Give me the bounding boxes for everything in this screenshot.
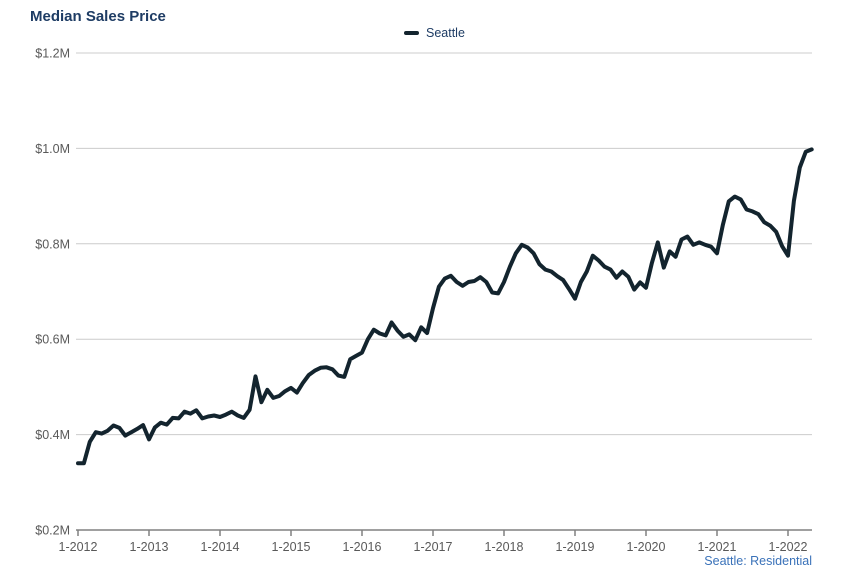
x-axis-tick-label: 1-2014 (201, 540, 240, 554)
y-axis-tick-label: $0.4M (35, 428, 70, 442)
legend-line-marker-icon (404, 31, 419, 35)
legend-label: Seattle (426, 26, 465, 40)
y-axis-tick-label: $0.6M (35, 333, 70, 347)
y-axis-tick-label: $0.8M (35, 237, 70, 251)
x-axis-tick-label: 1-2013 (130, 540, 169, 554)
x-axis-tick-label: 1-2016 (343, 540, 382, 554)
legend-item-seattle[interactable]: Seattle (404, 26, 465, 40)
x-axis-tick-label: 1-2021 (698, 540, 737, 554)
x-axis-tick-label: 1-2018 (485, 540, 524, 554)
x-axis-tick-label: 1-2015 (272, 540, 311, 554)
series-line-seattle (76, 147, 814, 466)
x-axis-tick-label: 1-2012 (59, 540, 98, 554)
y-axis-tick-label: $1.0M (35, 142, 70, 156)
x-axis-tick-label: 1-2022 (769, 540, 808, 554)
x-axis-tick-label: 1-2017 (414, 540, 453, 554)
y-axis-tick-label: $1.2M (35, 47, 70, 61)
source-link[interactable]: Seattle: Residential (704, 554, 812, 568)
x-axis-tick-label: 1-2019 (556, 540, 595, 554)
y-axis-tick-label: $0.2M (35, 524, 70, 538)
chart-title: Median Sales Price (30, 8, 166, 25)
x-axis-tick-label: 1-2020 (627, 540, 666, 554)
